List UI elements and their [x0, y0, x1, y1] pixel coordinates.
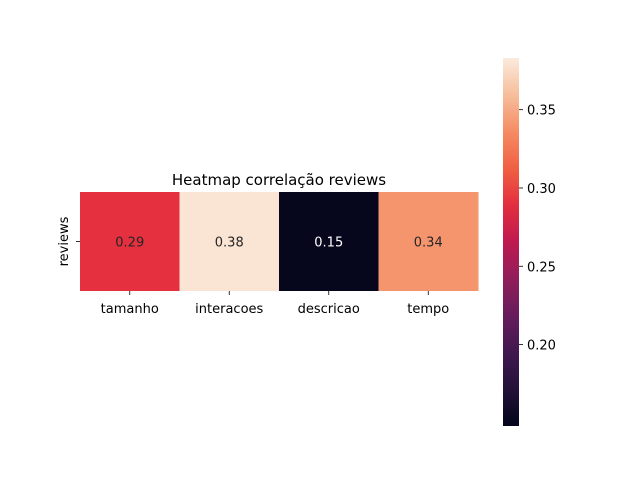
colorbar-tick-label: 0.20	[527, 339, 556, 354]
heatmap-cell-label: 0.34	[414, 236, 443, 251]
heatmap-cell-labels: 0.29 0.38 0.15 0.34	[115, 236, 442, 251]
chart-title: Heatmap correlação reviews	[172, 171, 386, 189]
heatmap-cell-label: 0.15	[314, 236, 343, 251]
colorbar: 0.20 0.25 0.30 0.35	[503, 58, 556, 426]
heatmap-cell	[279, 192, 379, 291]
x-tick-label: tempo	[407, 302, 449, 317]
heatmap-cells	[80, 192, 479, 291]
heatmap-cell	[378, 192, 479, 291]
x-tick-label: descricao	[298, 302, 360, 317]
y-tick-label: reviews	[57, 216, 72, 266]
colorbar-tick-label: 0.30	[527, 182, 556, 197]
heatmap-cell	[179, 192, 280, 291]
x-axis: tamanho interacoes descricao tempo	[101, 291, 449, 317]
x-tick-label: interacoes	[195, 302, 263, 317]
heatmap-cell	[80, 192, 180, 291]
colorbar-tick-label: 0.35	[527, 104, 556, 119]
heatmap-cell-label: 0.38	[215, 236, 244, 251]
colorbar-tick-label: 0.25	[527, 260, 556, 275]
heatmap-cell-label: 0.29	[115, 236, 144, 251]
colorbar-gradient	[503, 58, 519, 426]
x-tick-label: tamanho	[101, 302, 159, 317]
y-axis: reviews	[57, 216, 80, 266]
